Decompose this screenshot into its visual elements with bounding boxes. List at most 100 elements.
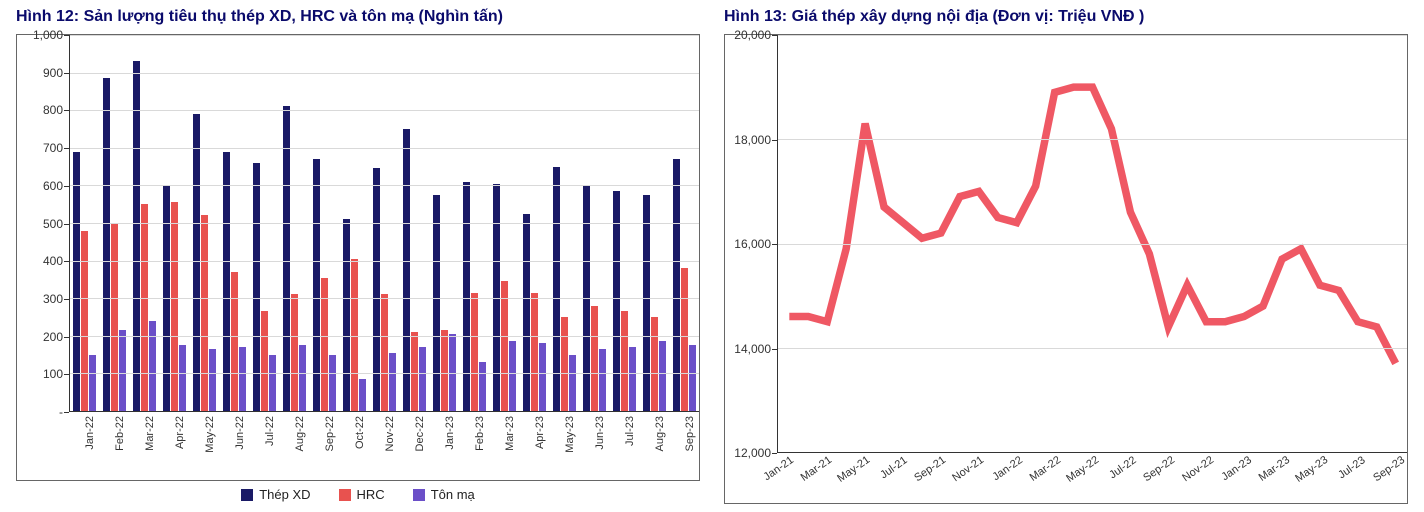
chart1-y-tick: 100 <box>43 367 63 381</box>
chart1-x-tick: Jun-23 <box>594 416 606 450</box>
chart1-x-tick: Nov-22 <box>384 416 396 451</box>
chart1-x-tick: Aug-22 <box>294 416 306 451</box>
chart1-legend-item: HRC <box>339 487 385 502</box>
chart1-y-tick: 700 <box>43 141 63 155</box>
chart1-bar <box>651 317 658 411</box>
chart1-bar <box>171 202 178 411</box>
chart1-panel: Hình 12: Sản lượng tiêu thụ thép XD, HRC… <box>16 8 700 504</box>
chart1-bar <box>291 294 298 411</box>
chart1-x-tick: May-23 <box>564 416 576 453</box>
chart1-x-tick: Oct-22 <box>354 416 366 449</box>
chart1-x-tick: Apr-23 <box>534 416 546 449</box>
chart1-x-labels: Jan-22 Feb-22 Mar-22 Apr-22 May-22 Jun-22 Jul-… <box>69 412 699 480</box>
chart1-bar <box>433 195 440 411</box>
chart1-bar <box>359 379 366 411</box>
chart1-bar <box>471 293 478 411</box>
chart1-bar <box>613 191 620 411</box>
chart1-bar <box>373 168 380 411</box>
chart1-bar <box>193 114 200 411</box>
chart1-bar <box>509 341 516 411</box>
chart1-bar <box>223 152 230 411</box>
chart1-bar <box>629 347 636 411</box>
chart1-bar <box>463 182 470 411</box>
legend-swatch <box>339 489 351 501</box>
chart1-legend-item: Tôn mạ <box>413 487 475 502</box>
chart1-bar <box>403 129 410 411</box>
chart2-x-labels: Jan-21Mar-21May-21Jul-21Sep-21Nov-21Jan-… <box>777 453 1407 503</box>
chart1-bar <box>389 353 396 411</box>
chart1-x-tick: Mar-22 <box>144 416 156 451</box>
chart1-bar <box>209 349 216 411</box>
chart1-title: Hình 12: Sản lượng tiêu thụ thép XD, HRC… <box>16 8 700 26</box>
chart1-bar <box>689 345 696 411</box>
chart1-y-tick: 200 <box>43 330 63 344</box>
chart1-legend-item: Thép XD <box>241 487 310 502</box>
chart1-bar <box>133 61 140 411</box>
chart1-y-tick: 500 <box>43 217 63 231</box>
legend-label: HRC <box>357 487 385 502</box>
chart1-x-tick: May-22 <box>204 416 216 453</box>
chart1-y-tick: 900 <box>43 66 63 80</box>
chart2-x-axis: Jan-21Mar-21May-21Jul-21Sep-21Nov-21Jan-… <box>725 453 1407 503</box>
chart1-bar <box>179 345 186 411</box>
chart1-bar <box>119 330 126 411</box>
chart1-x-tick: Aug-23 <box>654 416 666 451</box>
chart1-bar <box>643 195 650 411</box>
chart1-bar <box>343 219 350 411</box>
chart1-x-tick: Mar-23 <box>504 416 516 451</box>
chart1-y-tick: 1,000 <box>33 28 63 42</box>
chart1-bar <box>81 231 88 411</box>
chart2-y-tick: 12,000 <box>734 446 771 460</box>
chart1-y-tick: - <box>59 405 63 419</box>
chart1-bar <box>441 330 448 411</box>
chart2-y-tick: 20,000 <box>734 28 771 42</box>
chart1-bar <box>501 281 508 411</box>
chart1-bar <box>89 355 96 411</box>
chart1-y-tick: 300 <box>43 292 63 306</box>
legend-label: Thép XD <box>259 487 310 502</box>
chart1-bar <box>73 152 80 411</box>
chart1-y-tick: 400 <box>43 254 63 268</box>
chart2-y-axis: 12,00014,00016,00018,00020,000 <box>725 35 777 453</box>
chart1-x-tick: Feb-23 <box>474 416 486 451</box>
chart1-x-tick: Jul-23 <box>624 416 636 446</box>
chart1-bar <box>299 345 306 411</box>
chart1-bar <box>411 332 418 411</box>
chart2-plot: 12,00014,00016,00018,00020,000 Jan-21Mar… <box>724 34 1408 504</box>
chart1-bar <box>569 355 576 411</box>
chart1-y-tick: 600 <box>43 179 63 193</box>
chart2-series-line <box>789 87 1395 363</box>
chart2-y-tick: 16,000 <box>734 237 771 251</box>
chart1-bar <box>283 106 290 411</box>
chart1-x-tick: Feb-22 <box>114 416 126 451</box>
chart1-bar <box>659 341 666 411</box>
chart1-bar <box>141 204 148 411</box>
chart1-plot: -1002003004005006007008009001,000 Jan-22… <box>16 34 700 481</box>
chart1-bar <box>261 311 268 411</box>
chart1-bar <box>539 343 546 411</box>
chart1-x-tick: Jul-22 <box>264 416 276 446</box>
chart1-y-axis: -1002003004005006007008009001,000 <box>17 35 69 412</box>
chart1-bar <box>149 321 156 411</box>
chart1-x-tick: Jan-22 <box>84 416 96 450</box>
chart1-bar <box>523 214 530 411</box>
chart1-bar <box>419 347 426 411</box>
chart1-x-axis: Jan-22 Feb-22 Mar-22 Apr-22 May-22 Jun-22 Jul-… <box>17 412 699 480</box>
chart2-plot-area <box>777 35 1407 453</box>
chart2-title: Hình 13: Giá thép xây dựng nội địa (Đơn … <box>724 8 1408 26</box>
chart1-x-tick: Sep-23 <box>684 416 696 451</box>
chart1-bar <box>381 294 388 411</box>
chart1-bar <box>239 347 246 411</box>
legend-label: Tôn mạ <box>431 487 475 502</box>
chart1-bar <box>111 223 118 411</box>
chart1-x-tick: Apr-22 <box>174 416 186 449</box>
chart1-bar <box>561 317 568 411</box>
chart1-plot-area <box>69 35 699 412</box>
chart1-bar <box>479 362 486 411</box>
chart1-legend: Thép XD HRC Tôn mạ <box>16 481 700 504</box>
chart1-bar <box>621 311 628 411</box>
chart2-panel: Hình 13: Giá thép xây dựng nội địa (Đơn … <box>724 8 1408 504</box>
chart1-bar <box>231 272 238 411</box>
chart1-x-tick: Jun-22 <box>234 416 246 450</box>
chart1-x-tick: Sep-22 <box>324 416 336 451</box>
